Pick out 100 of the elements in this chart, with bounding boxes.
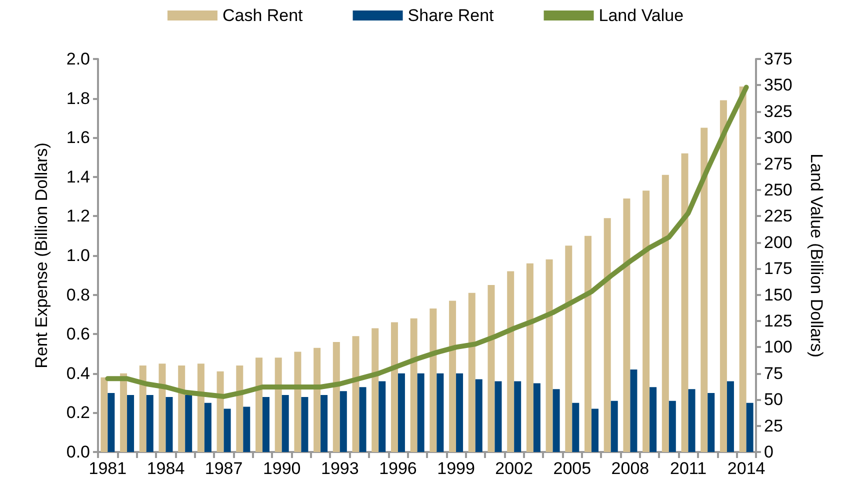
y2-tick-label: 100	[764, 338, 792, 357]
y2-tick-label: 225	[764, 206, 792, 226]
bar	[236, 366, 244, 452]
bar	[739, 86, 746, 452]
bar	[359, 387, 366, 452]
legend-label: Cash Rent	[222, 6, 304, 25]
bar	[178, 366, 186, 452]
x-tick-label: 1996	[379, 459, 417, 478]
y-axis-title: Rent Expense (Billion Dollars)	[32, 142, 51, 368]
x-tick-label: 1990	[262, 459, 301, 478]
y2-tick-label: 0	[764, 442, 774, 462]
bar	[224, 408, 231, 452]
bar	[146, 395, 154, 452]
bar	[166, 396, 173, 452]
bar	[378, 381, 386, 452]
bar	[604, 218, 611, 452]
x-tick-label: 1987	[204, 459, 243, 478]
bar	[565, 246, 572, 452]
bar	[417, 373, 424, 452]
bar	[700, 128, 708, 452]
bar	[398, 373, 405, 452]
bar	[681, 153, 688, 452]
bar	[533, 383, 540, 452]
legend-label: Share Rent	[408, 6, 494, 25]
x-tick-label: 1993	[321, 459, 359, 478]
bar	[294, 352, 302, 452]
bar	[410, 318, 418, 452]
bar	[197, 364, 204, 452]
y2-tick-label: 25	[764, 416, 783, 436]
bar	[127, 395, 134, 452]
x-tick-label: 1984	[146, 459, 185, 478]
bar	[688, 389, 696, 452]
y-tick-label: 1.6	[66, 128, 90, 148]
bar	[546, 259, 553, 452]
bar	[301, 396, 308, 452]
bar	[332, 342, 340, 452]
bar	[572, 402, 580, 452]
y-tick-label: 0.8	[66, 285, 90, 304]
x-tick-label: 1981	[88, 459, 127, 478]
y2-tick-label: 250	[764, 180, 792, 200]
y2-axis-title: Land Value (Billion Dollars)	[807, 154, 826, 358]
y2-tick-label: 200	[764, 232, 792, 252]
bar	[158, 364, 166, 452]
bar	[108, 393, 115, 452]
bar	[623, 198, 630, 452]
y-tick-label: 0.2	[66, 403, 90, 422]
bar	[494, 381, 502, 452]
y-tick-label: 2.0	[66, 50, 90, 68]
bar	[456, 373, 464, 452]
x-tick-label: 2011	[670, 459, 707, 478]
bar	[592, 408, 598, 452]
bar	[610, 400, 618, 452]
y-tick-label: 1.4	[66, 167, 90, 186]
y2-tick-label: 325	[764, 102, 792, 121]
bar	[282, 395, 289, 452]
bar	[708, 393, 715, 452]
x-tick-label: 2002	[495, 459, 533, 478]
bar	[668, 400, 676, 452]
y2-tick-label: 300	[764, 128, 792, 148]
bar	[120, 373, 128, 452]
bar	[185, 395, 192, 452]
bar	[630, 369, 638, 452]
bar	[216, 371, 224, 452]
y-tick-label: 1.0	[66, 246, 90, 265]
bar	[262, 396, 270, 452]
bar	[642, 190, 650, 452]
y-tick-label: 0.0	[66, 442, 90, 462]
y2-tick-label: 125	[764, 312, 792, 330]
bar	[340, 391, 347, 452]
bar	[526, 263, 534, 452]
bar	[449, 300, 456, 452]
bar	[436, 373, 444, 452]
bar	[352, 336, 360, 452]
bar	[274, 358, 282, 452]
bar	[320, 395, 328, 452]
y-tick-label: 1.8	[66, 88, 90, 108]
bar	[726, 381, 734, 452]
bar	[390, 322, 398, 452]
bar	[514, 381, 522, 452]
bar	[256, 358, 262, 452]
y2-tick-label: 375	[764, 50, 792, 68]
x-tick-label: 1999	[437, 459, 475, 478]
bar	[650, 387, 657, 452]
legend-label: Land Value	[598, 6, 684, 25]
y-tick-label: 0.4	[66, 364, 90, 383]
bar	[139, 366, 146, 452]
y2-tick-label: 150	[764, 285, 792, 304]
bar	[204, 402, 212, 452]
y2-tick-label: 350	[764, 76, 792, 95]
x-tick-label: 2014	[727, 459, 766, 478]
bar	[100, 377, 108, 452]
bar	[468, 292, 476, 452]
y-tick-label: 1.2	[66, 206, 90, 226]
bar	[430, 308, 437, 452]
y2-tick-label: 50	[764, 390, 783, 410]
bar	[475, 379, 482, 452]
x-tick-label: 2005	[553, 459, 592, 478]
bar	[746, 402, 754, 452]
bar	[584, 236, 592, 452]
x-tick-label: 2008	[611, 459, 650, 478]
